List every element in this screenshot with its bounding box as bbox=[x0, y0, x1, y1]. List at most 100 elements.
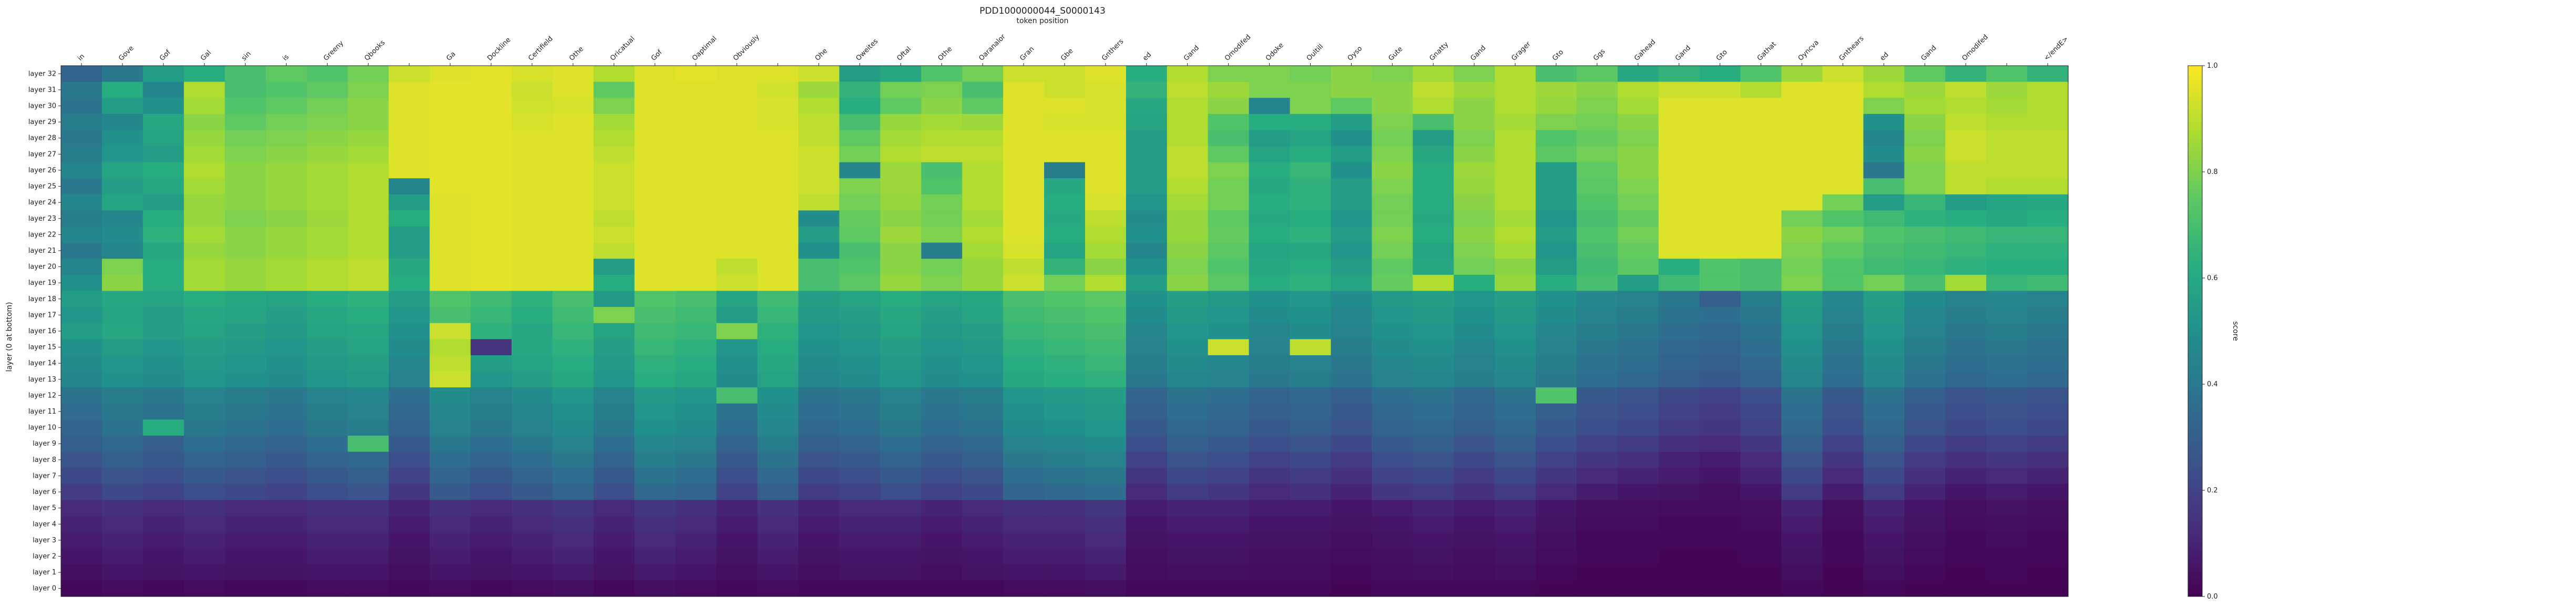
heatmap-cell bbox=[61, 483, 103, 500]
heatmap-cell bbox=[962, 242, 1004, 259]
x-tick-label: Oricatual bbox=[609, 35, 636, 62]
heatmap-cell bbox=[880, 81, 922, 98]
heatmap-cell bbox=[101, 114, 144, 131]
heatmap-cell bbox=[1167, 291, 1209, 307]
heatmap-cell bbox=[61, 468, 103, 485]
heatmap-cell bbox=[2027, 500, 2069, 517]
heatmap-cell bbox=[1740, 259, 1782, 275]
heatmap-cell bbox=[1044, 548, 1086, 565]
heatmap-cell bbox=[512, 274, 553, 292]
heatmap-cell bbox=[634, 291, 676, 307]
heatmap-cell bbox=[1617, 259, 1659, 275]
heatmap-cell bbox=[1699, 451, 1741, 468]
heatmap-cell bbox=[839, 483, 881, 500]
heatmap-cell bbox=[224, 435, 267, 452]
heatmap-cell bbox=[634, 387, 676, 404]
heatmap-cell bbox=[1658, 291, 1700, 307]
heatmap-cell bbox=[1658, 339, 1700, 356]
heatmap-cell bbox=[1003, 307, 1045, 324]
heatmap-cell bbox=[389, 242, 430, 259]
y-tick-label: layer 24 bbox=[28, 199, 56, 207]
heatmap-cell bbox=[347, 114, 389, 131]
heatmap-cell bbox=[798, 419, 840, 436]
chart-title: PDD1000000044_S0000143 bbox=[979, 6, 1106, 16]
heatmap-cell bbox=[1003, 548, 1045, 565]
heatmap-cell bbox=[265, 451, 308, 468]
heatmap-cell bbox=[1003, 242, 1045, 259]
x-tick-label: Gathat bbox=[1756, 40, 1778, 63]
heatmap-cell bbox=[1945, 387, 1987, 404]
colorbar-label: score bbox=[2231, 321, 2240, 341]
heatmap-cell bbox=[1126, 114, 1168, 131]
heatmap-cell bbox=[1740, 194, 1782, 211]
heatmap-cell bbox=[1454, 178, 1495, 195]
heatmap-cell bbox=[61, 146, 103, 163]
heatmap-cell bbox=[553, 307, 594, 324]
heatmap-cell bbox=[1208, 371, 1250, 388]
heatmap-cell bbox=[675, 548, 717, 565]
heatmap-cell bbox=[1249, 98, 1291, 115]
heatmap-cell bbox=[224, 81, 267, 98]
heatmap-cell bbox=[306, 339, 349, 356]
heatmap-cell bbox=[593, 194, 635, 211]
x-tick-label: Certifield bbox=[527, 35, 554, 62]
heatmap-cell bbox=[1249, 274, 1291, 292]
heatmap-cell bbox=[921, 66, 963, 83]
heatmap-cell bbox=[430, 98, 471, 115]
heatmap-cell bbox=[1167, 98, 1209, 115]
heatmap-cell bbox=[512, 371, 553, 388]
heatmap-cell bbox=[1372, 483, 1413, 500]
heatmap-cell bbox=[634, 371, 676, 388]
heatmap-cell bbox=[1617, 323, 1659, 339]
heatmap-cell bbox=[716, 532, 758, 549]
heatmap-cell bbox=[593, 468, 635, 485]
heatmap-cell bbox=[962, 339, 1004, 356]
heatmap-cell bbox=[512, 564, 553, 581]
heatmap-cell bbox=[471, 210, 512, 227]
heatmap-cell bbox=[798, 371, 840, 388]
heatmap-cell bbox=[1249, 130, 1291, 147]
heatmap-cell bbox=[1085, 210, 1127, 227]
heatmap-cell bbox=[675, 307, 717, 324]
heatmap-cell bbox=[1372, 291, 1413, 307]
heatmap-cell bbox=[1208, 259, 1250, 275]
heatmap-cell bbox=[1044, 435, 1086, 452]
heatmap-cell bbox=[101, 548, 144, 565]
heatmap-cell bbox=[1536, 532, 1577, 549]
heatmap-cell bbox=[1249, 242, 1291, 259]
heatmap-cell bbox=[1536, 419, 1577, 436]
heatmap-cell bbox=[1536, 516, 1577, 533]
heatmap-cell bbox=[347, 419, 389, 436]
heatmap-cell bbox=[1740, 387, 1782, 404]
x-tick-label: Ggs bbox=[1592, 47, 1607, 63]
heatmap-cell bbox=[1536, 114, 1577, 131]
heatmap-cell bbox=[1044, 178, 1086, 195]
heatmap-cell bbox=[839, 291, 881, 307]
heatmap-cell bbox=[183, 291, 226, 307]
heatmap-cell bbox=[1413, 114, 1454, 131]
heatmap-cell bbox=[224, 323, 267, 339]
heatmap-cell bbox=[1290, 451, 1332, 468]
heatmap-cell bbox=[1331, 130, 1372, 147]
heatmap-cell bbox=[634, 242, 676, 259]
heatmap-cell bbox=[265, 146, 308, 163]
heatmap-cell bbox=[1208, 419, 1250, 436]
heatmap-cell bbox=[1658, 532, 1700, 549]
heatmap-cell bbox=[675, 355, 717, 372]
heatmap-cell bbox=[265, 98, 308, 115]
heatmap-cell bbox=[1822, 130, 1864, 147]
heatmap-cell bbox=[1699, 468, 1741, 485]
heatmap-cell bbox=[1454, 435, 1495, 452]
heatmap-cell bbox=[1740, 162, 1782, 179]
heatmap-cell bbox=[1863, 259, 1905, 275]
heatmap-cell bbox=[430, 323, 471, 339]
heatmap-cell bbox=[716, 66, 758, 83]
heatmap-cell bbox=[1167, 227, 1209, 243]
heatmap-cell bbox=[716, 500, 758, 517]
heatmap-cell bbox=[512, 130, 553, 147]
heatmap-cell bbox=[1781, 516, 1823, 533]
heatmap-cell bbox=[839, 500, 881, 517]
heatmap-cell bbox=[716, 323, 758, 339]
heatmap-cell bbox=[553, 66, 594, 83]
heatmap-cell bbox=[512, 178, 553, 195]
